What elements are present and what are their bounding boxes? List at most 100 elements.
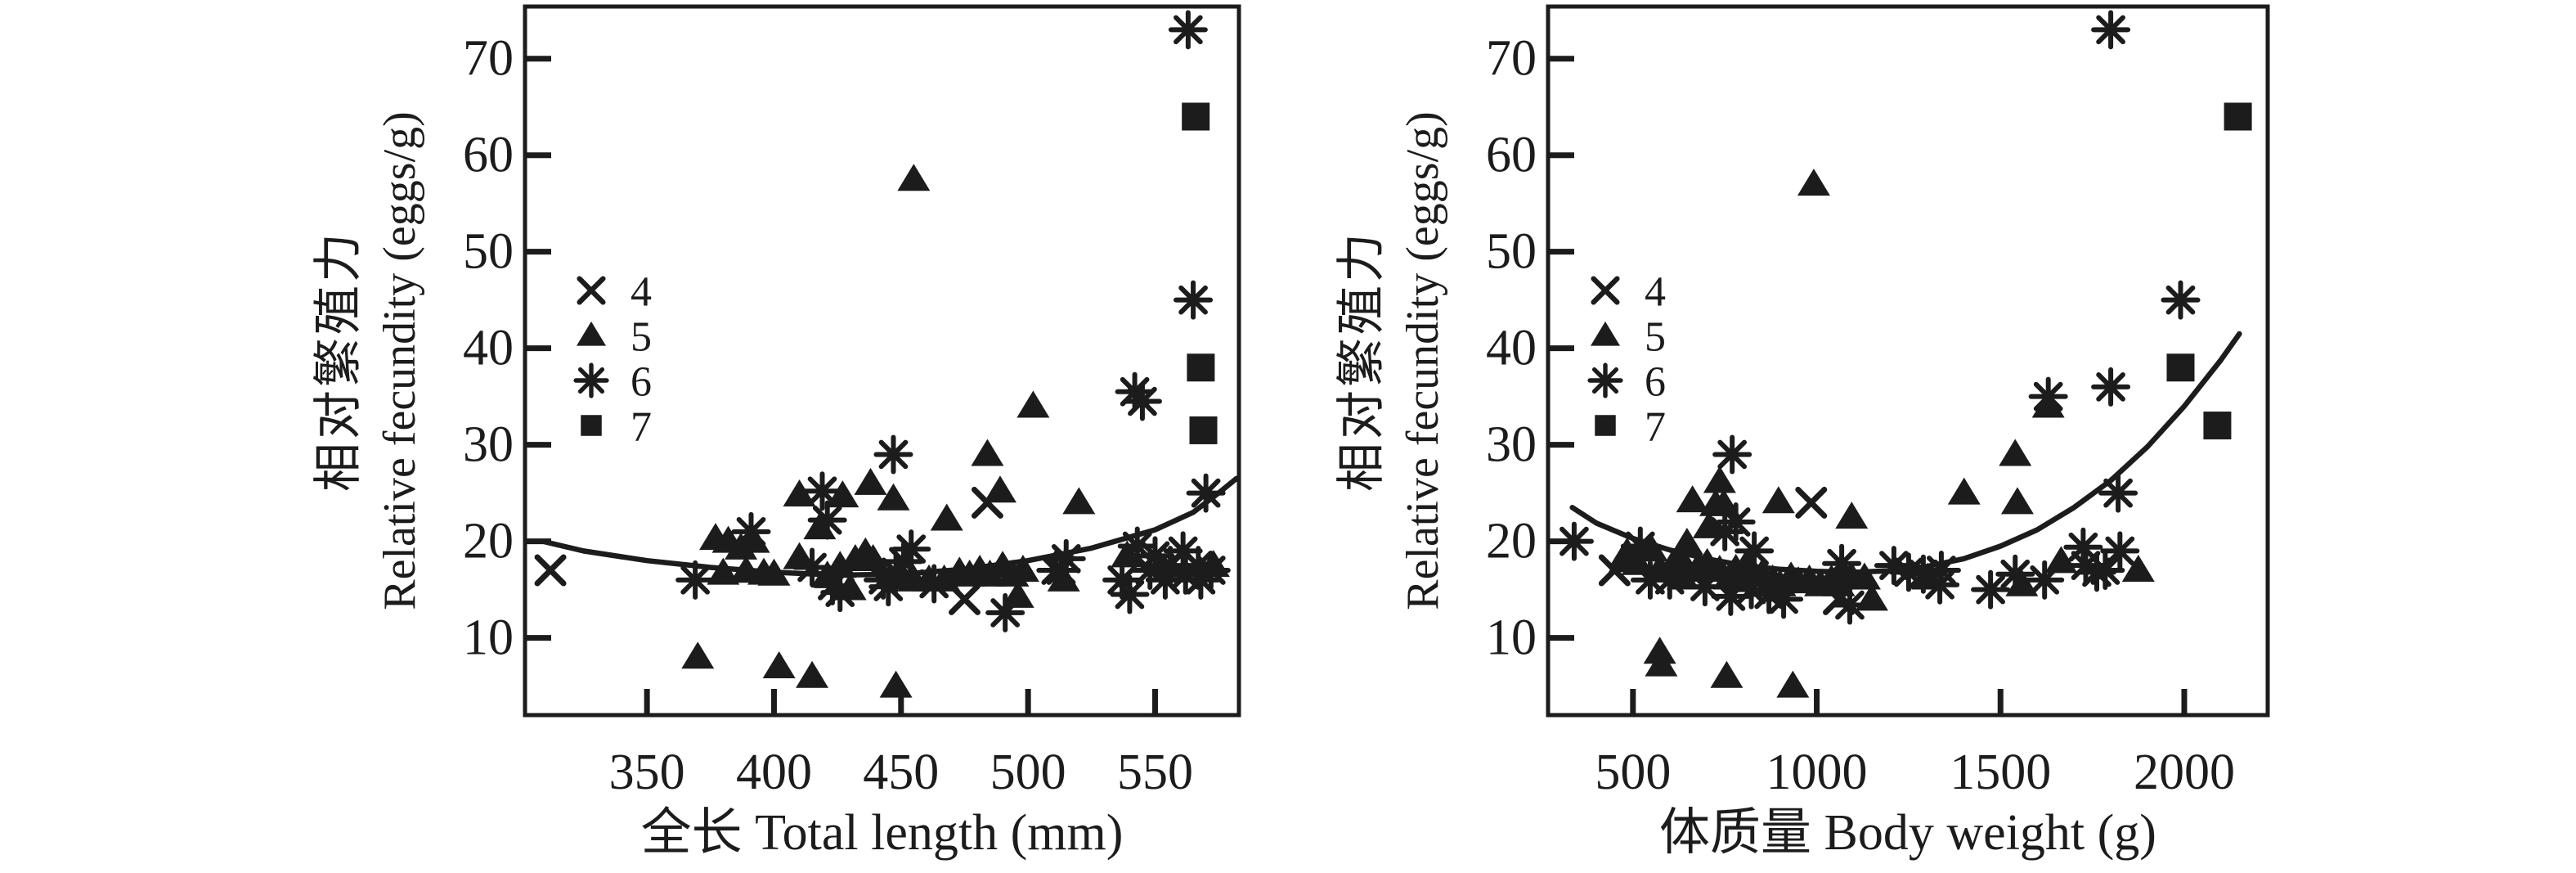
triangle-data-marker [725,532,758,560]
asterisk-data-marker [1822,543,1862,583]
square-data-marker [2166,353,2195,382]
y-axis-title-en: Relative fecundity (eggs/g) [1398,111,1448,610]
legend-item-age-4: 4 [1591,269,1666,316]
asterisk-data-marker [2091,10,2131,50]
asterisk-arm [1690,572,1720,601]
y-tick-label: 10 [1486,610,1537,666]
legend-item-age-5: 5 [577,314,652,361]
legend-label: 6 [1645,359,1666,406]
asterisk-arm [1183,551,1214,580]
asterisk-data-marker [807,500,847,540]
asterisk-data-marker [731,511,771,551]
legend-item-age-5: 5 [1591,314,1666,361]
asterisk-data-marker [1971,569,2011,610]
legend-label: 4 [1645,269,1666,316]
y-tick-label: 60 [1486,128,1537,183]
triangle-data-marker [1761,486,1795,514]
asterisk-data-marker [1649,560,1690,600]
asterisk-data-marker [675,560,716,600]
triangle-data-marker [1006,555,1039,583]
triangle-data-marker [707,557,740,585]
triangle-data-marker [1016,390,1050,418]
asterisk-data-marker [1122,381,1162,421]
triangle-data-marker [1776,670,1810,698]
asterisk-arm [1976,574,2005,605]
asterisk-arm [1927,556,1956,585]
asterisk-arm [1835,590,1865,620]
asterisk-arm [1625,531,1655,561]
asterisk-icon [573,362,609,398]
triangle-data-marker [681,641,715,669]
asterisk-data-marker [2091,367,2131,407]
triangle-data-marker [2121,555,2155,583]
asterisk-arm [1879,551,1909,580]
asterisk-data-marker [914,564,954,604]
triangle-data-marker [796,660,829,688]
x-tick-label: 500 [1595,745,1671,800]
y-tick-label: 60 [463,128,514,183]
cross-icon [577,276,606,305]
legend-label: 7 [1645,404,1666,451]
triangle-data-marker [1062,487,1096,515]
panel-fecundity-vs-body-weight: 500 1000 1500 2000 10 20 30 40 50 60 70 体质量 Body we… [1335,4,2270,861]
triangle-data-marker [1835,502,1869,529]
asterisk-data-marker [1712,434,1752,475]
asterisk-arm [1128,386,1157,416]
triangle-data-marker [737,525,770,553]
asterisk-data-marker [2085,551,2125,591]
triangle-data-marker [983,475,1016,503]
asterisk-arm [1051,544,1081,574]
asterisk-arm [577,367,605,394]
asterisk-arm [797,552,827,583]
triangle-data-marker [1999,439,2032,466]
asterisk-data-marker [1174,280,1214,320]
asterisk-data-marker [985,592,1025,632]
panel-fecundity-vs-total-length: 350 400 450 500 550 10 20 30 40 50 60 70 全长 Total le… [312,4,1241,861]
asterisk-arm [680,565,711,595]
square-data-marker [1187,353,1215,382]
triangle-data-marker [1676,485,1709,513]
asterisk-arm [1654,565,1685,595]
y-tick-label: 40 [463,321,514,376]
legend-label: 4 [631,269,652,316]
legend-item-age-6: 6 [1587,359,1666,406]
triangle-data-marker [1621,547,1654,575]
triangle-data-marker [1665,545,1699,573]
triangle-data-marker [1001,580,1034,608]
legend-item-age-6: 6 [573,359,652,406]
y-tick-label: 70 [463,31,514,87]
asterisk-arm [807,476,837,506]
asterisk-arm [919,569,949,599]
asterisk-arm [2165,285,2196,315]
asterisk-data-marker [1995,554,2035,594]
triangle-data-marker [1710,660,1744,688]
asterisk-arm [1191,478,1221,508]
asterisk-arm [2090,556,2120,585]
y-tick-label: 10 [463,610,514,666]
asterisk-arm [2103,478,2133,508]
y-tick-label: 50 [1486,224,1537,280]
asterisk-data-marker [2098,473,2138,513]
asterisk-arm [2096,15,2125,45]
x-tick-label: 350 [609,745,685,800]
y-axis-title-en: Relative fecundity (eggs/g) [375,111,425,610]
asterisk-data-marker [1735,531,1775,571]
asterisk-arm [1115,579,1145,610]
triangle-icon [577,321,606,346]
asterisk-arm [825,578,855,608]
asterisk-data-marker [820,573,860,613]
y-axis-title-zh: 相对繁殖力 [312,230,366,492]
triangle-data-marker [1703,466,1736,493]
square-data-marker [1182,102,1210,131]
x-tick-label: 500 [990,745,1066,800]
asterisk-arm [1739,536,1769,566]
asterisk-arm [1107,565,1137,595]
triangle-data-marker [1947,477,1981,505]
asterisk-data-marker [1102,560,1142,600]
asterisk-data-marker [1921,551,1961,591]
